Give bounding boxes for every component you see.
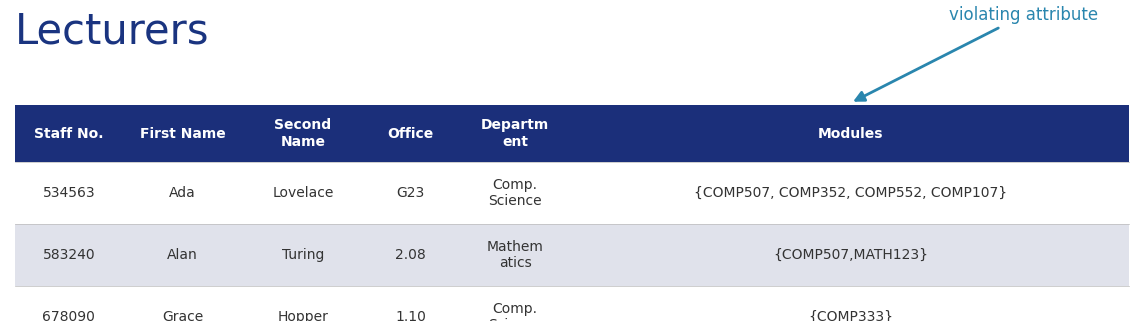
Text: Hopper: Hopper xyxy=(278,310,328,321)
Text: First Name: First Name xyxy=(140,126,226,141)
Text: Lovelace: Lovelace xyxy=(272,186,334,200)
Bar xyxy=(458,286,572,321)
Text: Office: Office xyxy=(387,126,434,141)
Text: Mathem
atics: Mathem atics xyxy=(486,239,543,270)
Text: Staff No.: Staff No. xyxy=(34,126,104,141)
Bar xyxy=(15,224,123,286)
Bar xyxy=(363,105,458,162)
Bar xyxy=(572,105,1129,162)
Bar xyxy=(572,224,1129,286)
Bar xyxy=(243,105,363,162)
Text: Modules: Modules xyxy=(818,126,883,141)
Text: Comp.
Science: Comp. Science xyxy=(489,302,542,321)
Text: 678090: 678090 xyxy=(42,310,96,321)
Bar xyxy=(458,224,572,286)
Text: Comp.
Science: Comp. Science xyxy=(489,178,542,208)
Text: G23: G23 xyxy=(396,186,425,200)
Bar xyxy=(363,286,458,321)
Text: Turing: Turing xyxy=(281,248,325,262)
Text: violating attribute: violating attribute xyxy=(855,6,1098,100)
Text: Second
Name: Second Name xyxy=(274,118,331,149)
Text: 583240: 583240 xyxy=(42,248,96,262)
Bar xyxy=(458,105,572,162)
Bar xyxy=(363,224,458,286)
Bar xyxy=(572,286,1129,321)
Bar xyxy=(15,162,123,224)
Bar xyxy=(123,286,243,321)
Bar xyxy=(123,105,243,162)
Bar xyxy=(123,224,243,286)
Text: 2.08: 2.08 xyxy=(395,248,426,262)
Bar xyxy=(243,224,363,286)
Bar xyxy=(15,105,123,162)
Text: {COMP507, COMP352, COMP552, COMP107}: {COMP507, COMP352, COMP552, COMP107} xyxy=(694,186,1007,200)
Text: Ada: Ada xyxy=(170,186,196,200)
Text: Departm
ent: Departm ent xyxy=(481,118,549,149)
Bar xyxy=(458,162,572,224)
Text: 534563: 534563 xyxy=(42,186,96,200)
Text: {COMP333}: {COMP333} xyxy=(808,310,893,321)
Bar xyxy=(123,162,243,224)
Bar xyxy=(243,286,363,321)
Bar xyxy=(243,162,363,224)
Text: {COMP507,MATH123}: {COMP507,MATH123} xyxy=(773,248,928,262)
Text: Alan: Alan xyxy=(167,248,198,262)
Bar xyxy=(363,162,458,224)
Bar xyxy=(572,162,1129,224)
Text: Lecturers: Lecturers xyxy=(15,10,210,52)
Bar xyxy=(15,286,123,321)
Text: Grace: Grace xyxy=(162,310,204,321)
Text: 1.10: 1.10 xyxy=(395,310,426,321)
